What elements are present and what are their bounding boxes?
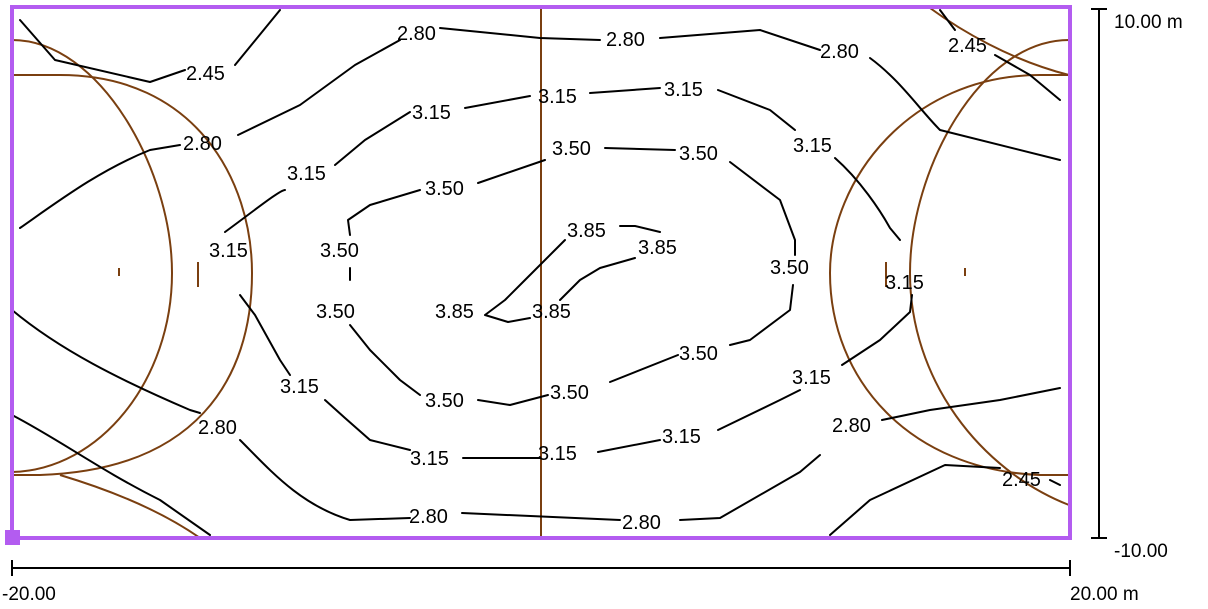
- contour-label: 3.50: [552, 138, 591, 160]
- contour-label: 2.80: [397, 23, 436, 45]
- contour-label: 2.45: [186, 63, 225, 85]
- contour-2.80-top: [19, 27, 1061, 229]
- field-border: [10, 5, 1072, 540]
- contour-label: 3.15: [412, 102, 451, 124]
- contour-3.85-loop: [484, 225, 661, 323]
- contour-label: 3.15: [885, 272, 924, 294]
- contour-label: 3.15: [538, 443, 577, 465]
- contour-label: 3.15: [664, 79, 703, 101]
- contour-labels: 2.80 2.80 2.80 2.45 2.45 2.80 3.15 3.15 …: [183, 23, 1041, 534]
- left-arc-lower: [59, 474, 201, 539]
- contour-label: 3.50: [550, 382, 589, 404]
- contour-label: 2.80: [606, 29, 645, 51]
- contour-label: 3.85: [532, 301, 571, 323]
- contour-label: 2.80: [820, 41, 859, 63]
- contour-label: 3.15: [538, 86, 577, 108]
- contour-label: 3.15: [287, 163, 326, 185]
- y-axis: 10.00 m -10.00: [1091, 8, 1183, 562]
- contour-label: 3.15: [793, 135, 832, 157]
- x-axis-start-label: -20.00: [2, 584, 56, 605]
- court-markings: [11, 7, 1070, 539]
- contour-label: 3.50: [679, 343, 718, 365]
- contour-label: 3.15: [792, 367, 831, 389]
- contour-label: 2.45: [1002, 469, 1041, 491]
- contour-label: 3.50: [770, 257, 809, 279]
- contour-3.50-ring: [347, 147, 796, 406]
- origin-marker: [5, 530, 20, 545]
- contour-label: 3.15: [410, 448, 449, 470]
- contour-label: 3.15: [209, 240, 248, 262]
- contour-label: 3.50: [320, 240, 359, 262]
- y-axis-bottom-label: -10.00: [1114, 541, 1168, 562]
- contour-2.45-bottom-right: [829, 464, 1061, 536]
- contour-label: 2.80: [183, 133, 222, 155]
- contour-label: 3.85: [567, 220, 606, 242]
- contour-2.80-bottom-left: [11, 414, 211, 536]
- contour-2.45-top-left: [19, 9, 281, 83]
- contour-label: 3.50: [425, 178, 464, 200]
- contour-label: 2.80: [832, 415, 871, 437]
- contour-label: 3.50: [316, 301, 355, 323]
- contour-label: 2.80: [198, 417, 237, 439]
- right-arc-upper: [929, 7, 1070, 76]
- left-outer-arc: [12, 74, 254, 476]
- contour-3.15-upper: [224, 87, 901, 241]
- contour-label: 3.15: [280, 376, 319, 398]
- contour-2.80-lower: [11, 309, 1061, 521]
- y-axis-top-label: 10.00 m: [1114, 12, 1183, 33]
- right-inner-arc: [908, 39, 1070, 506]
- contour-label: 2.45: [948, 35, 987, 57]
- contour-label: 3.15: [662, 426, 701, 448]
- contour-lines: [11, 9, 1061, 536]
- contour-label: 3.85: [435, 301, 474, 323]
- left-inner-arc: [11, 39, 174, 473]
- contour-3.15-lower: [239, 294, 913, 459]
- contour-2.45-top-right: [939, 9, 1061, 101]
- contour-label: 2.80: [409, 506, 448, 528]
- right-outer-arc: [828, 74, 1069, 476]
- x-axis-end-label: 20.00 m: [1070, 584, 1139, 605]
- contour-label: 2.80: [622, 512, 661, 534]
- contour-label: 3.50: [425, 390, 464, 412]
- contour-label: 3.50: [679, 143, 718, 165]
- contour-label: 3.85: [638, 237, 677, 259]
- x-axis: -20.00 20.00 m: [2, 560, 1139, 605]
